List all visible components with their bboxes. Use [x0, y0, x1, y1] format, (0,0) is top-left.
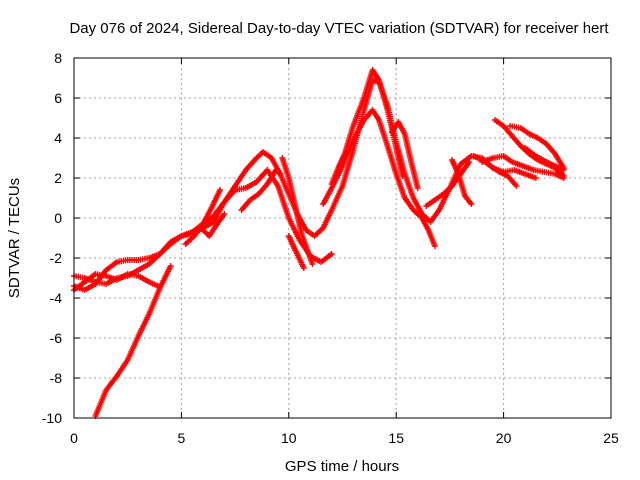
y-tick-label: -10	[42, 410, 62, 426]
series-track-4	[92, 263, 174, 419]
series-track-1	[71, 77, 539, 287]
series-track-7	[238, 167, 284, 213]
y-tick-label: 4	[54, 130, 62, 146]
x-tick-label: 0	[70, 430, 78, 446]
y-tick-label: 8	[54, 50, 62, 66]
series-track-8	[279, 155, 316, 267]
data-point-marker	[221, 211, 228, 217]
series-track-3	[71, 271, 161, 293]
series-track-11	[328, 67, 406, 187]
data-point-marker	[532, 175, 539, 181]
plot-area	[71, 67, 567, 419]
axis-ticks: 0 5 10 15 20 25 -10 -8 -6 -4 -2 0 2 4 6 8	[42, 50, 619, 446]
data-point-marker	[217, 187, 224, 193]
y-tick-label: 6	[54, 90, 62, 106]
x-tick-label: 10	[281, 430, 297, 446]
x-axis-label: GPS time / hours	[285, 458, 399, 475]
data-point-marker	[513, 183, 520, 189]
data-point-marker	[300, 265, 307, 271]
data-point-marker	[277, 171, 284, 177]
series-track-19	[522, 145, 567, 173]
x-tick-label: 25	[603, 430, 619, 446]
data-point-marker	[560, 173, 567, 179]
data-point-marker	[468, 201, 475, 207]
series-track-6	[199, 211, 228, 239]
y-tick-label: 2	[54, 170, 62, 186]
series-track-12	[388, 119, 421, 191]
data-point-marker	[399, 173, 406, 179]
grid-lines	[74, 58, 611, 418]
data-point-marker	[414, 185, 421, 191]
y-tick-label: -4	[50, 290, 63, 306]
data-point-marker	[167, 263, 174, 269]
series-track-5	[182, 187, 224, 247]
x-tick-label: 20	[496, 430, 512, 446]
plot-frame	[73, 57, 612, 419]
y-tick-label: -6	[50, 330, 63, 346]
y-tick-label: 0	[54, 210, 62, 226]
data-point-marker	[466, 159, 473, 165]
series-track-2	[71, 167, 335, 293]
data-point-marker	[309, 261, 316, 267]
x-tick-label: 5	[178, 430, 186, 446]
y-tick-label: -2	[50, 250, 63, 266]
chart-title: Day 076 of 2024, Sidereal Day-to-day VTE…	[69, 20, 609, 37]
series-track-14	[449, 157, 475, 207]
y-axis-label: SDTVAR / TECUs	[6, 178, 23, 298]
data-point-marker	[560, 167, 567, 173]
y-tick-label: -8	[50, 370, 63, 386]
series-track-13	[423, 159, 473, 209]
data-point-marker	[328, 251, 335, 257]
x-tick-label: 15	[388, 430, 404, 446]
series-track-9	[285, 233, 307, 271]
data-point-marker	[431, 243, 438, 249]
